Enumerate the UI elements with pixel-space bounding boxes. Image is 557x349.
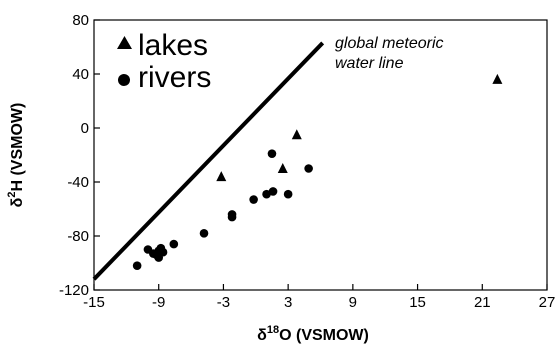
y-axis-title-symbol: δ [9, 197, 26, 207]
x-tick-label: -15 [83, 294, 105, 311]
x-tick-label: 21 [474, 294, 491, 311]
legend-lakes-marker [117, 36, 132, 49]
river-point [249, 195, 258, 204]
x-tick-label: -3 [217, 294, 230, 311]
x-tick-label: 9 [349, 294, 357, 311]
y-tick-label: 80 [72, 12, 89, 29]
river-point [199, 229, 209, 238]
river-point [283, 189, 293, 199]
legend-lakes-label: lakes [138, 29, 208, 62]
meteoric-line-label-1: global meteoric [335, 35, 444, 52]
river-point [169, 239, 179, 249]
y-tick-label: 0 [81, 120, 89, 137]
lake-point [291, 129, 302, 140]
y-axis-title: δ2H (VSMOW) [6, 103, 26, 208]
river-point [227, 212, 237, 222]
y-axis-title-sup: 2 [6, 192, 18, 198]
lake-point [492, 73, 503, 84]
x-tick-label: 27 [539, 294, 556, 311]
lake-point [277, 163, 288, 173]
river-point [268, 187, 278, 196]
river-point [132, 261, 142, 271]
x-axis-title-symbol: δ [257, 327, 267, 344]
x-tick-label: 15 [409, 294, 426, 311]
y-tick-label: 40 [72, 66, 89, 83]
x-tick-label: -9 [152, 294, 165, 311]
points-layer [132, 73, 503, 271]
y-tick-label: -40 [67, 174, 89, 191]
river-point [262, 189, 271, 199]
river-point [267, 149, 277, 158]
river-point [304, 164, 313, 173]
plot-frame [93, 19, 548, 291]
axes-layer: -15 -9 -3 3 9 15 21 27 -120 -80 -40 0 40 80 [59, 12, 555, 311]
x-axis-title-sup: 18 [267, 324, 279, 336]
legend-rivers-label: rivers [138, 61, 211, 94]
legend-rivers-marker [118, 74, 130, 86]
meteoric-line-layer [92, 41, 325, 281]
lake-point [216, 171, 227, 182]
y-axis-title-rest: H (VSMOW) [9, 103, 26, 192]
river-point [158, 247, 168, 257]
x-axis-title: δ18O (VSMOW) [257, 324, 369, 344]
y-tick-label: -120 [59, 282, 89, 299]
y-tick-label: -80 [67, 228, 89, 245]
legend: lakes rivers [117, 29, 211, 94]
x-tick-label: 3 [284, 294, 292, 311]
meteoric-water-line [92, 41, 325, 281]
x-axis-title-rest: O (VSMOW) [279, 327, 369, 344]
meteoric-line-label-2: water line [335, 55, 404, 72]
